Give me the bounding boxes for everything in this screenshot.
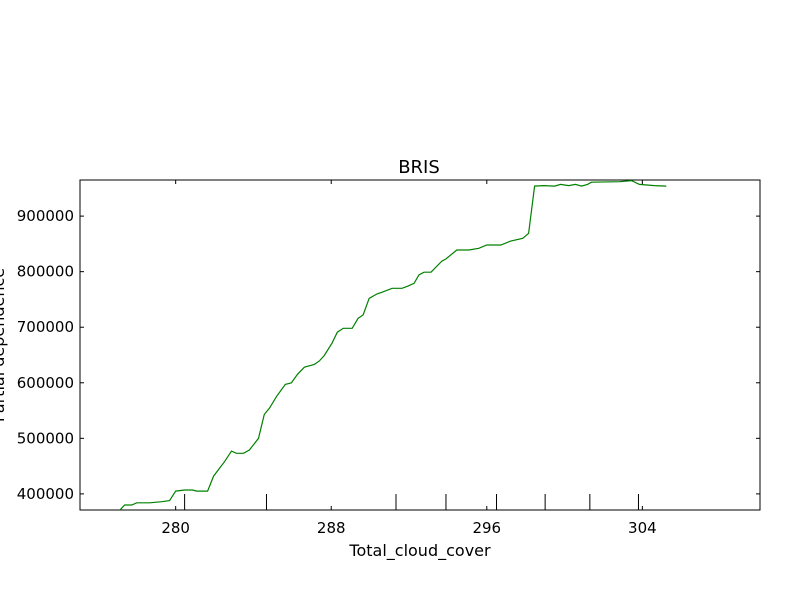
x-tick-label: 288	[317, 519, 346, 537]
x-tick-label: 304	[628, 519, 657, 537]
chart-title: BRIS	[398, 157, 440, 178]
y-tick-label: 900000	[17, 207, 74, 225]
x-tick-label: 296	[472, 519, 501, 537]
y-tick-label: 700000	[17, 318, 74, 336]
y-tick-label: 600000	[17, 374, 74, 392]
y-tick-label: 800000	[17, 263, 74, 281]
y-axis-label: Partial dependence	[0, 268, 8, 422]
y-tick-label: 500000	[17, 429, 74, 447]
plot-frame	[79, 179, 761, 511]
y-tick-label: 400000	[17, 485, 74, 503]
x-axis-label: Total_cloud_cover	[348, 541, 491, 561]
data-line	[119, 180, 667, 510]
x-tick-label: 280	[161, 519, 190, 537]
